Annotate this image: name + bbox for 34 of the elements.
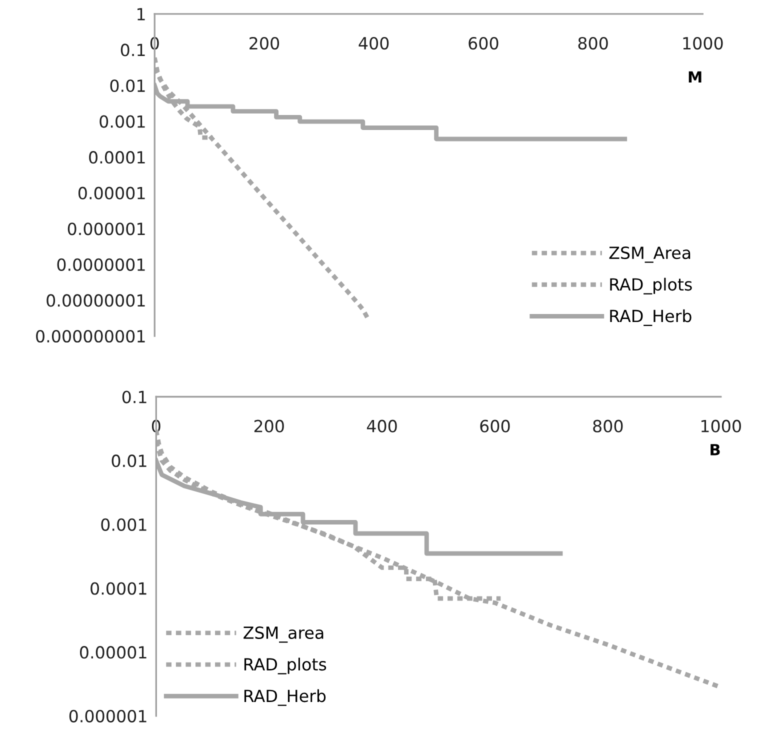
legend-label: RAD_Herb: [610, 309, 692, 326]
x-tick-label: 800: [593, 420, 623, 432]
x-tick-label: 1000: [701, 420, 741, 432]
y-tick-label: 0.001: [101, 518, 146, 531]
y-tick-label: 0.0001: [89, 151, 145, 164]
annotation: M: [688, 71, 702, 83]
y-tick-label: 0.0001: [90, 582, 146, 595]
x-tick-label: 1000: [683, 36, 723, 50]
annotation: B: [710, 444, 720, 456]
y-tick-label: 1: [138, 8, 145, 20]
y-tick-label: 0.00001: [80, 646, 146, 659]
legend-label: ZSM_Area: [609, 246, 690, 263]
y-tick-label: 0.00001: [78, 186, 145, 200]
y-tick-label: 0.001: [100, 115, 145, 128]
x-tick-label: 200: [254, 420, 284, 432]
x-tick-label: 800: [578, 36, 608, 50]
legend-label: RAD_plots: [244, 658, 326, 674]
y-tick-label: 0.000001: [69, 710, 146, 722]
y-tick-label: 0.000001: [68, 222, 145, 236]
legend-label: ZSM_area: [244, 626, 324, 643]
legend-label: RAD_plots: [610, 278, 692, 294]
y-tick-label: 0.1: [120, 44, 145, 56]
x-tick-label: 400: [358, 36, 389, 50]
y-tick-label: 0.01: [110, 79, 145, 92]
x-tick-label: 400: [366, 420, 397, 432]
y-tick-label: 0.1: [122, 390, 146, 404]
x-tick-label: 200: [250, 36, 280, 50]
legend-label: RAD_Herb: [244, 689, 326, 706]
x-tick-label: 600: [468, 36, 498, 50]
y-tick-label: 0.000000001: [36, 330, 145, 343]
x-tick-label: 600: [480, 420, 510, 432]
y-tick-label: 0.00000001: [46, 294, 145, 307]
y-tick-label: 0.01: [112, 454, 146, 468]
y-tick-label: 0.0000001: [57, 258, 145, 271]
